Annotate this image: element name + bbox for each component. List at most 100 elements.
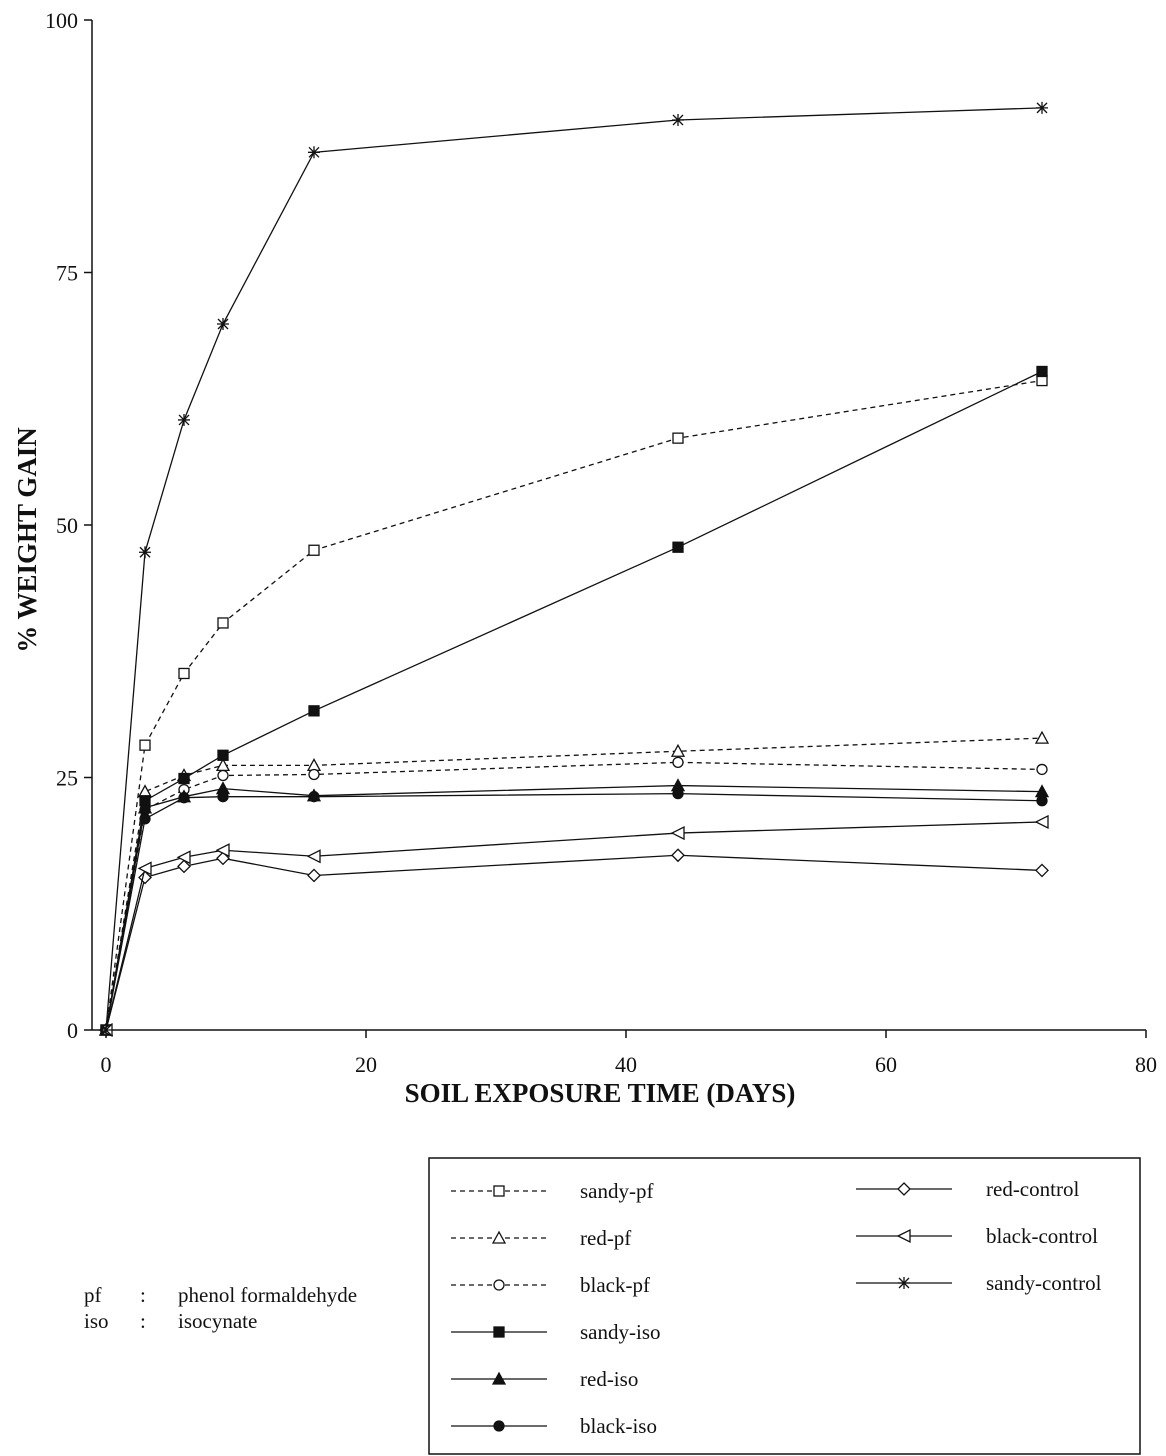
abbreviation-term: pf (84, 1283, 102, 1307)
plot-area (98, 101, 1050, 1038)
legend-marker (493, 1185, 505, 1197)
legend-item-red-control: red-control (856, 1177, 1079, 1201)
series-line (105, 793, 1043, 1031)
data-point (308, 705, 320, 717)
y-tick-label: 25 (56, 766, 78, 791)
data-point (178, 667, 190, 680)
data-point (178, 792, 190, 804)
data-point (100, 1024, 112, 1036)
legend-marker (896, 1228, 911, 1244)
series-line (105, 737, 1043, 1031)
x-axis-title: SOIL EXPOSURE TIME (DAYS) (405, 1078, 796, 1108)
legend-marker (491, 1230, 507, 1244)
data-point (670, 743, 686, 757)
legend-label: sandy-control (986, 1271, 1102, 1295)
abbreviation-separator: : (140, 1309, 146, 1333)
series-sandy-control (100, 101, 1048, 1036)
data-point (137, 800, 153, 814)
data-point (670, 825, 685, 841)
data-point (217, 791, 229, 803)
legend-label: sandy-pf (580, 1179, 653, 1203)
x-tick-label: 60 (875, 1052, 897, 1077)
data-point (215, 843, 230, 858)
series-black-pf (100, 756, 1048, 1036)
data-point (308, 146, 320, 159)
data-point (178, 772, 190, 785)
legend-box (428, 1157, 1141, 1455)
legend-item-sandy-iso: sandy-iso (451, 1320, 661, 1344)
data-point (671, 848, 685, 863)
series-line (105, 761, 1043, 1031)
legend-label: sandy-iso (580, 1320, 661, 1344)
legend-item-black-control: black-control (856, 1224, 1098, 1248)
y-axis-title: % WEIGHT GAIN (12, 427, 42, 653)
data-point (1036, 763, 1048, 776)
data-point (1034, 814, 1049, 829)
data-point (1035, 863, 1049, 878)
data-point (308, 768, 320, 781)
data-point (308, 791, 320, 803)
series-black-iso (100, 788, 1048, 1036)
legend-item-black-iso: black-iso (451, 1414, 657, 1438)
x-tick-label: 40 (615, 1052, 637, 1077)
data-point (217, 318, 229, 331)
data-point (672, 432, 684, 444)
data-point (672, 788, 684, 800)
data-point (217, 769, 229, 782)
data-point (1036, 101, 1048, 114)
series-sandy-pf (100, 374, 1048, 1036)
legend-marker (491, 1371, 507, 1385)
legend-marker (493, 1326, 505, 1338)
data-point (308, 544, 320, 556)
series-sandy-iso (100, 365, 1048, 1036)
series-line (105, 379, 1043, 1031)
legend-label: red-iso (580, 1367, 638, 1391)
data-point (139, 813, 151, 825)
data-point (306, 758, 322, 772)
y-tick-label: 0 (67, 1018, 78, 1043)
data-point (177, 859, 191, 874)
series-line (105, 107, 1043, 1031)
legend-marker (898, 1277, 910, 1289)
legend-label: black-pf (580, 1273, 650, 1297)
abbreviation-meaning: isocynate (178, 1309, 257, 1333)
x-tick-label: 20 (355, 1052, 377, 1077)
series-line (105, 784, 1043, 1031)
data-point (1036, 795, 1048, 807)
abbreviation-meaning: phenol formaldehyde (178, 1283, 357, 1307)
legend-item-sandy-pf: sandy-pf (451, 1179, 653, 1203)
data-point (176, 850, 191, 865)
x-tick-label: 0 (101, 1052, 112, 1077)
data-point (139, 739, 151, 751)
abbreviation-separator: : (140, 1283, 146, 1307)
y-tick-label: 75 (56, 261, 78, 286)
legend-label: red-control (986, 1177, 1079, 1201)
y-tick-label: 50 (56, 513, 78, 538)
x-tick-label: 80 (1135, 1052, 1157, 1077)
data-point (306, 849, 321, 864)
series-red-control (99, 848, 1049, 1037)
data-point (217, 749, 229, 761)
legend-marker (493, 1420, 505, 1432)
data-point (217, 617, 229, 629)
series-black-control (98, 814, 1049, 1038)
data-point (1036, 365, 1048, 378)
series-line (105, 854, 1043, 1031)
data-point (672, 756, 684, 768)
abbreviation-term: iso (84, 1309, 109, 1333)
legend-item-red-iso: red-iso (451, 1367, 638, 1391)
series-red-iso (98, 778, 1050, 1036)
data-point (137, 861, 152, 876)
series-red-pf (98, 730, 1050, 1036)
data-point (307, 868, 321, 883)
legend-item-sandy-control: sandy-control (856, 1271, 1102, 1295)
data-point (137, 784, 153, 798)
legend-label: black-control (986, 1224, 1098, 1248)
data-point (1034, 730, 1050, 744)
legend-label: black-iso (580, 1414, 657, 1438)
legend: sandy-pf red-pf black-pf sandy-iso red-iso bl… (428, 1157, 1141, 1455)
data-point (672, 541, 684, 553)
legend-item-black-pf: black-pf (451, 1273, 650, 1297)
abbreviation-key: pf: phenol formaldehyde iso: isocynate (84, 1283, 357, 1333)
